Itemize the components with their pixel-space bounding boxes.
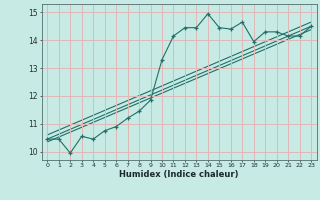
X-axis label: Humidex (Indice chaleur): Humidex (Indice chaleur) xyxy=(119,170,239,179)
